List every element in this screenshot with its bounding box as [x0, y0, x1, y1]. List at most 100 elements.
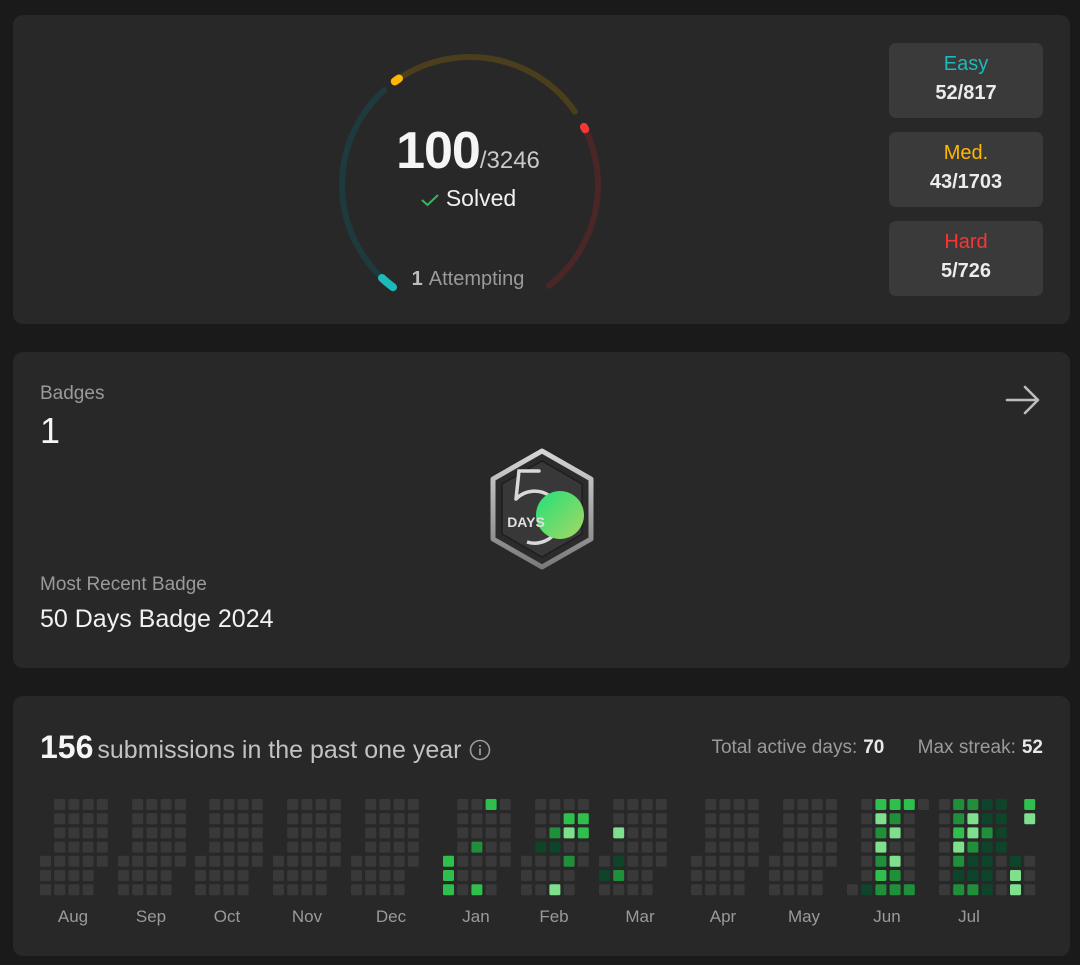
heatmap-cell[interactable] — [967, 884, 979, 896]
heatmap-cell[interactable] — [485, 884, 497, 896]
heatmap-cell[interactable] — [393, 855, 405, 867]
heatmap-cell[interactable] — [875, 884, 887, 896]
heatmap-cell[interactable] — [68, 870, 80, 881]
heatmap-cell[interactable] — [287, 841, 299, 853]
heatmap-cell[interactable] — [54, 841, 66, 853]
heatmap-cell[interactable] — [719, 884, 731, 896]
heatmap-cell[interactable] — [315, 855, 327, 867]
heatmap-cell[interactable] — [811, 827, 823, 839]
heatmap-cell[interactable] — [407, 827, 419, 839]
heatmap-cell[interactable] — [457, 841, 469, 853]
heatmap-cell[interactable] — [797, 870, 809, 881]
heatmap-cell[interactable] — [613, 799, 625, 810]
heatmap-cell[interactable] — [485, 799, 497, 810]
heatmap-cell[interactable] — [174, 813, 186, 825]
heatmap-cell[interactable] — [563, 855, 575, 867]
heatmap-cell[interactable] — [599, 870, 610, 881]
heatmap-cell[interactable] — [953, 841, 965, 853]
heatmap-cell[interactable] — [160, 841, 172, 853]
heatmap-cell[interactable] — [627, 870, 639, 881]
heatmap-cell[interactable] — [237, 884, 249, 896]
heatmap-cell[interactable] — [861, 827, 873, 839]
heatmap-cell[interactable] — [146, 799, 158, 810]
heatmap-cell[interactable] — [174, 799, 186, 810]
heatmap-cell[interactable] — [903, 841, 915, 853]
heatmap-cell[interactable] — [655, 799, 667, 810]
heatmap-cell[interactable] — [457, 870, 469, 881]
heatmap-cell[interactable] — [132, 841, 144, 853]
heatmap-cell[interactable] — [981, 813, 993, 825]
fifty-days-badge-icon[interactable]: DAYS — [483, 447, 601, 572]
heatmap-cell[interactable] — [146, 841, 158, 853]
heatmap-cell[interactable] — [146, 813, 158, 825]
heatmap-cell[interactable] — [705, 870, 717, 881]
heatmap-cell[interactable] — [995, 884, 1007, 896]
heatmap-cell[interactable] — [875, 799, 887, 810]
heatmap-cell[interactable] — [811, 855, 823, 867]
heatmap-cell[interactable] — [747, 827, 759, 839]
heatmap-cell[interactable] — [641, 813, 653, 825]
heatmap-cell[interactable] — [237, 827, 249, 839]
heatmap-cell[interactable] — [237, 841, 249, 853]
heatmap-cell[interactable] — [811, 870, 823, 881]
heatmap-cell[interactable] — [223, 799, 235, 810]
heatmap-cell[interactable] — [563, 827, 575, 839]
heatmap-cell[interactable] — [733, 884, 745, 896]
heatmap-cell[interactable] — [995, 827, 1007, 839]
heatmap-cell[interactable] — [733, 870, 745, 881]
heatmap-cell[interactable] — [705, 841, 717, 853]
heatmap-cell[interactable] — [1010, 884, 1021, 896]
heatmap-cell[interactable] — [195, 870, 206, 881]
heatmap-cell[interactable] — [209, 813, 221, 825]
heatmap-cell[interactable] — [953, 884, 965, 896]
heatmap-cell[interactable] — [889, 799, 901, 810]
heatmap-cell[interactable] — [981, 827, 993, 839]
heatmap-cell[interactable] — [825, 799, 837, 810]
heatmap-cell[interactable] — [287, 870, 299, 881]
heatmap-cell[interactable] — [967, 870, 979, 881]
heatmap-cell[interactable] — [1010, 855, 1021, 867]
heatmap-cell[interactable] — [365, 841, 377, 853]
heatmap-cell[interactable] — [68, 855, 80, 867]
heatmap-cell[interactable] — [953, 799, 965, 810]
heatmap-cell[interactable] — [393, 870, 405, 881]
heatmap-cell[interactable] — [655, 841, 667, 853]
heatmap-cell[interactable] — [329, 827, 341, 839]
heatmap-cell[interactable] — [54, 813, 66, 825]
heatmap-cell[interactable] — [733, 841, 745, 853]
heatmap-cell[interactable] — [365, 884, 377, 896]
heatmap-cell[interactable] — [160, 827, 172, 839]
heatmap-cell[interactable] — [407, 813, 419, 825]
heatmap-cell[interactable] — [209, 884, 221, 896]
heatmap-cell[interactable] — [797, 813, 809, 825]
heatmap-cell[interactable] — [535, 870, 547, 881]
heatmap-cell[interactable] — [485, 855, 497, 867]
heatmap-cell[interactable] — [174, 855, 186, 867]
heatmap-cell[interactable] — [861, 799, 873, 810]
heatmap-cell[interactable] — [641, 884, 653, 896]
heatmap-cell[interactable] — [889, 855, 901, 867]
heatmap-cell[interactable] — [443, 855, 454, 867]
heatmap-cell[interactable] — [132, 870, 144, 881]
heatmap-cell[interactable] — [301, 870, 313, 881]
heatmap-cell[interactable] — [903, 799, 915, 810]
heatmap-cell[interactable] — [195, 855, 206, 867]
heatmap-cell[interactable] — [563, 841, 575, 853]
heatmap-cell[interactable] — [54, 827, 66, 839]
heatmap-cell[interactable] — [223, 870, 235, 881]
heatmap-cell[interactable] — [627, 827, 639, 839]
heatmap-cell[interactable] — [251, 855, 263, 867]
heatmap-cell[interactable] — [393, 813, 405, 825]
heatmap-cell[interactable] — [563, 870, 575, 881]
heatmap-cell[interactable] — [209, 870, 221, 881]
heatmap-cell[interactable] — [903, 813, 915, 825]
heatmap-cell[interactable] — [967, 827, 979, 839]
heatmap-cell[interactable] — [118, 855, 129, 867]
heatmap-cell[interactable] — [691, 870, 702, 881]
heatmap-cell[interactable] — [315, 884, 327, 896]
heatmap-cell[interactable] — [939, 841, 950, 853]
heatmap-cell[interactable] — [407, 799, 419, 810]
heatmap-cell[interactable] — [301, 841, 313, 853]
heatmap-cell[interactable] — [903, 870, 915, 881]
heatmap-cell[interactable] — [995, 799, 1007, 810]
